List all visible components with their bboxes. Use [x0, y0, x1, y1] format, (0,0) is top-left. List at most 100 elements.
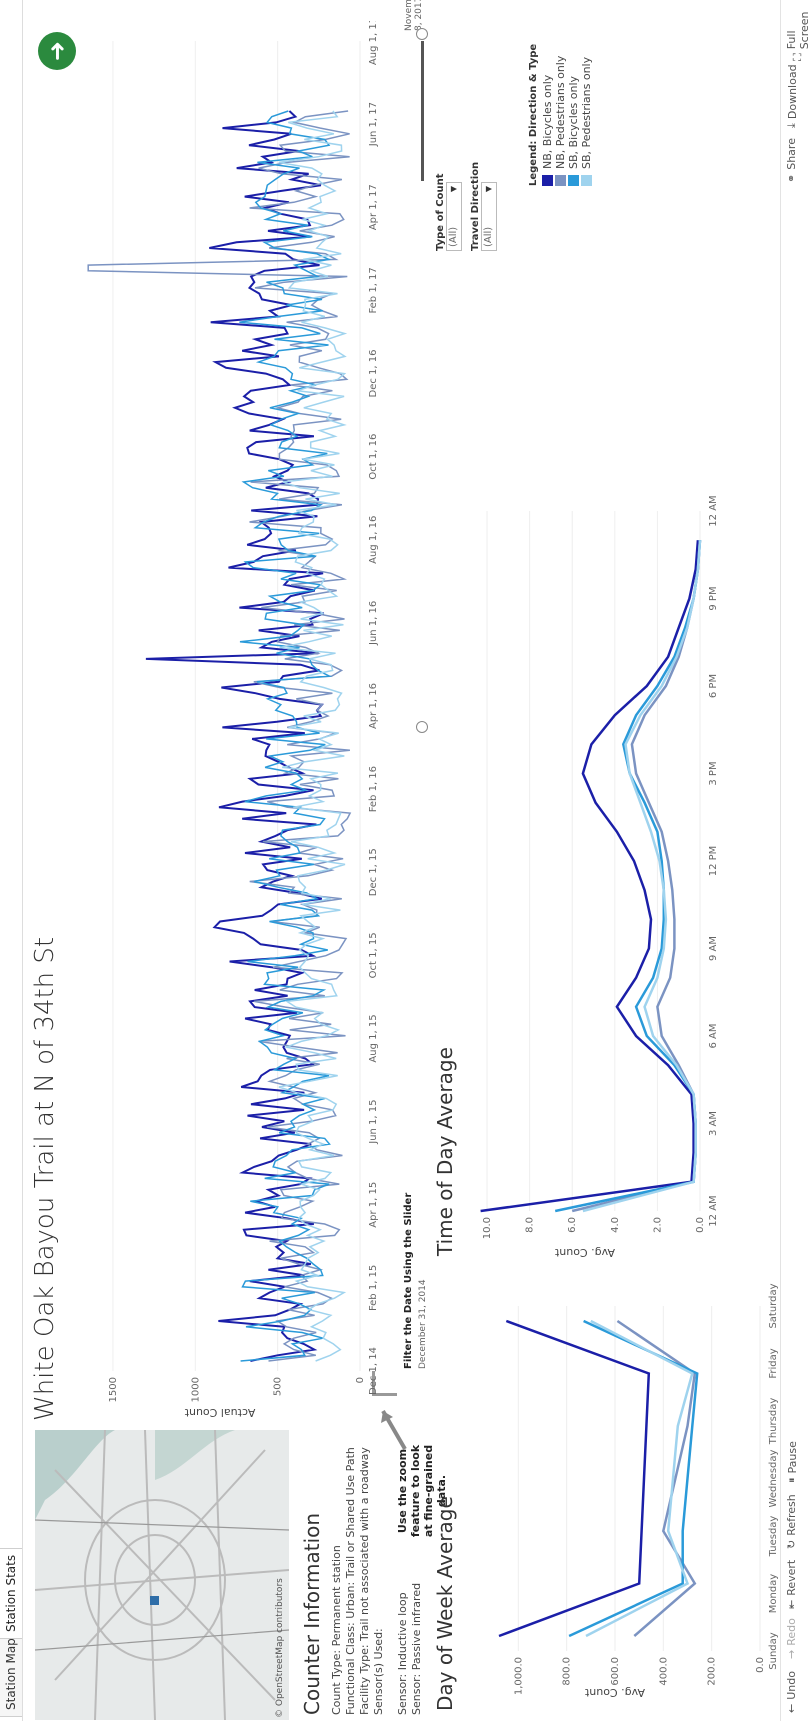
y-tick-label: 8.0: [525, 1217, 536, 1233]
slider-track[interactable]: [421, 41, 424, 181]
y-tick-label: 800.0: [562, 1657, 573, 1686]
revert-button[interactable]: ⇤ Revert: [785, 1559, 798, 1609]
series-line: [145, 110, 325, 1362]
y-tick-label: 400.0: [658, 1657, 669, 1686]
actual-count-chart[interactable]: 0 500 1000 1500 Actual Count Dec 1, 14 Feb 1, …: [70, 21, 400, 1421]
x-tick-label: Friday: [768, 1348, 779, 1378]
functional-class-line: Functional Class: Urban: Trail or Shared…: [344, 1447, 357, 1715]
redo-icon: →: [785, 1649, 798, 1659]
x-tick-label: Feb 1, 15: [368, 1265, 379, 1311]
y-tick-label: 10.0: [482, 1217, 493, 1239]
x-tick-label: 6 PM: [708, 674, 719, 698]
undo-button[interactable]: ← Undo: [785, 1671, 798, 1713]
x-tick-label: Dec 1, 15: [368, 848, 379, 896]
sensors-used-line: Sensor(s) Used:: [372, 1628, 385, 1715]
station-marker: [150, 1596, 159, 1605]
x-tick-label: 6 AM: [708, 1023, 719, 1048]
x-tick-label: Jun 1, 17: [368, 102, 379, 147]
revert-icon: ⇤: [785, 1599, 798, 1609]
slider-label: Filter the Date Using the Slider: [403, 1192, 414, 1369]
series-line: [480, 540, 700, 1213]
x-tick-label: Tuesday: [768, 1516, 779, 1558]
time-of-day-chart[interactable]: 0.0 2.0 4.0 6.0 8.0 10.0 Avg. Count 12 AM 3 AM 6 …: [455, 481, 735, 1271]
travel-direction-select[interactable]: (All) ▼: [481, 182, 497, 251]
y-tick-label: 6.0: [567, 1217, 578, 1233]
legend-item[interactable]: SB, Pedestrians only: [580, 44, 593, 186]
series-line: [278, 110, 348, 1362]
counter-info-heading: Counter Information: [300, 1512, 324, 1715]
x-tick-label: Apr 1, 16: [368, 683, 379, 729]
download-button[interactable]: ⤓ Download: [785, 64, 799, 128]
pause-icon: ⏸: [785, 1477, 798, 1484]
toolbar-divider: [780, 0, 781, 1721]
x-tick-label: 9 AM: [708, 936, 719, 961]
fullscreen-button[interactable]: ⛶ Full Screen: [785, 11, 809, 61]
x-tick-label: 3 PM: [708, 761, 719, 785]
x-tick-label: 12 PM: [708, 846, 719, 877]
x-tick-label: Apr 1, 15: [368, 1182, 379, 1228]
y-tick-label: 0.0: [695, 1217, 706, 1233]
series-line: [582, 540, 702, 1213]
tab-station-map[interactable]: Station Map: [0, 1631, 23, 1717]
slider-handle-end[interactable]: [416, 28, 428, 40]
map-graphic: [35, 1430, 289, 1720]
share-icon: ⚭: [785, 173, 798, 183]
y-tick-label: 0.0: [755, 1657, 766, 1673]
x-tick-label: Wednesday: [768, 1449, 779, 1507]
legend: Legend: Direction & Type NB, Bicycles on…: [528, 44, 593, 186]
download-icon: ⤓: [785, 123, 798, 128]
x-tick-label: 3 AM: [708, 1111, 719, 1136]
type-of-count-label: Type of Count: [435, 173, 446, 251]
legend-item[interactable]: SB, Bicycles only: [567, 44, 580, 186]
slider-handle-start[interactable]: [416, 721, 428, 733]
x-tick-label: Aug 1, 16: [368, 516, 379, 564]
series-line: [239, 110, 333, 1362]
legend-item[interactable]: NB, Bicycles only: [541, 44, 554, 186]
share-button[interactable]: ⚭ Share: [785, 138, 798, 183]
legend-swatch: [568, 175, 579, 186]
filters-panel: Type of Count (All) ▼ Travel Direction (A…: [435, 162, 497, 251]
redo-button[interactable]: → Redo: [785, 1618, 798, 1659]
x-tick-label: Apr 1, 17: [368, 184, 379, 230]
x-tick-label: Aug 1, 17: [368, 21, 379, 65]
tod-chart-title: Time of Day Average: [433, 1047, 457, 1256]
y-tick-label: 200.0: [707, 1657, 718, 1686]
fullscreen-icon: ⛶: [791, 53, 804, 61]
legend-swatch: [555, 175, 566, 186]
x-tick-label: Saturday: [768, 1283, 779, 1328]
dropdown-arrow-icon: ▼: [449, 186, 458, 193]
type-of-count-select[interactable]: (All) ▼: [446, 182, 462, 251]
x-tick-label: Monday: [768, 1574, 779, 1614]
tab-divider: [22, 0, 23, 1721]
y-tick-label: 1000: [190, 1377, 201, 1402]
x-tick-label: Oct 1, 16: [368, 434, 379, 480]
pause-button[interactable]: ⏸ Pause: [785, 1441, 799, 1483]
x-tick-label: Feb 1, 16: [368, 766, 379, 812]
legend-item[interactable]: NB, Pedestrians only: [554, 44, 567, 186]
x-tick-label: Jun 1, 15: [368, 1100, 379, 1145]
x-tick-label: Dec 1, 16: [368, 350, 379, 398]
x-tick-label: 12 AM: [708, 1195, 719, 1226]
x-tick-label: Dec 1, 14: [368, 1347, 379, 1395]
legend-swatch: [581, 175, 592, 186]
tab-station-stats[interactable]: Station Stats: [0, 1547, 23, 1639]
day-of-week-chart[interactable]: 0.0 200.0 400.0 600.0 800.0 1,000.0 Avg. Count…: [455, 1281, 800, 1721]
count-type-line: Count Type: Permanent station: [330, 1545, 343, 1715]
x-tick-label: Thursday: [768, 1398, 779, 1446]
x-tick-label: Aug 1, 15: [368, 1014, 379, 1062]
station-map[interactable]: © OpenStreetMap contributors: [35, 1430, 289, 1720]
undo-icon: ←: [785, 1703, 798, 1713]
series-line: [554, 540, 702, 1213]
refresh-icon: ↻: [785, 1539, 798, 1549]
refresh-button[interactable]: ↻ Refresh: [785, 1494, 798, 1549]
y-tick-label: 0: [355, 1377, 366, 1383]
series-line: [568, 1319, 699, 1638]
y-tick-label: 600.0: [610, 1657, 621, 1686]
travel-direction-label: Travel Direction: [470, 161, 481, 251]
x-tick-label: 9 PM: [708, 586, 719, 610]
y-tick-label: 4.0: [610, 1217, 621, 1233]
slider-start-date: December 31, 2014: [418, 1279, 428, 1369]
y-axis-label: Actual Count: [184, 1406, 255, 1419]
legend-swatch: [542, 175, 553, 186]
